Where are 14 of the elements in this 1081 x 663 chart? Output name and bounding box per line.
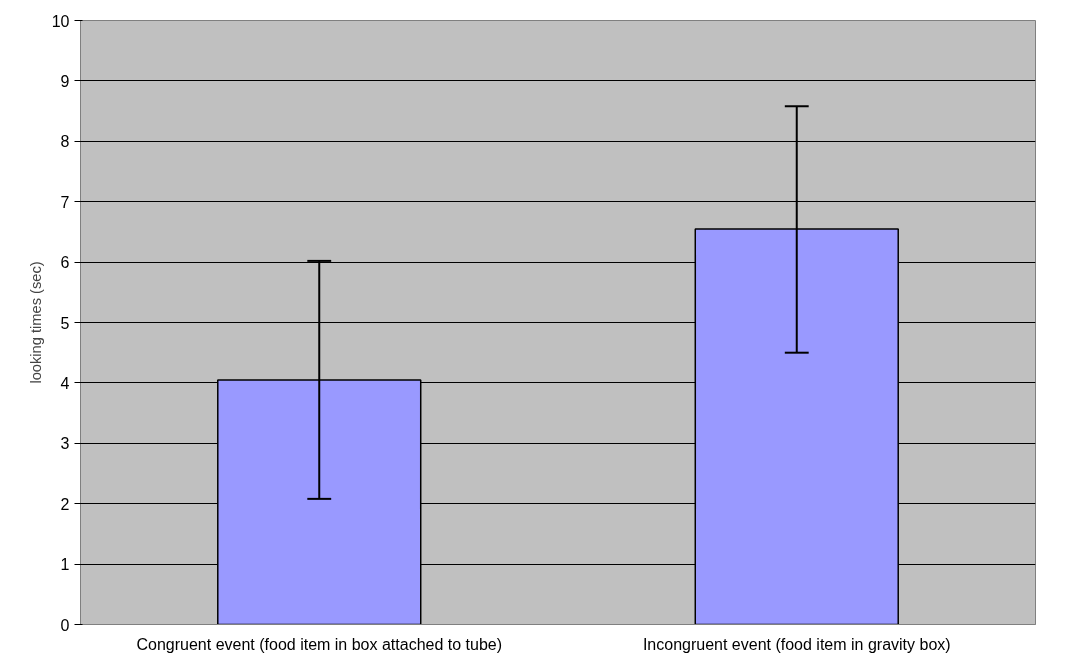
y-tick-label: 6 [60,254,70,272]
y-tick-label: 0 [60,616,70,634]
y-tick-label: 3 [60,435,70,453]
y-tick-label: 8 [60,133,70,151]
y-tick-label: 9 [60,72,70,90]
y-tick-label: 2 [60,495,70,513]
x-tick-label: Incongruent event (food item in gravity box) [642,635,951,653]
y-tick-label: 10 [51,12,70,30]
y-tick-label: 5 [60,314,70,332]
y-axis-title: looking times (sec) [27,261,44,384]
x-tick-label: Congruent event (food item in box attached to tube) [136,635,503,653]
y-tick-label: 4 [60,374,70,392]
y-tick-label: 1 [60,556,70,574]
y-tick-label: 7 [60,193,70,211]
